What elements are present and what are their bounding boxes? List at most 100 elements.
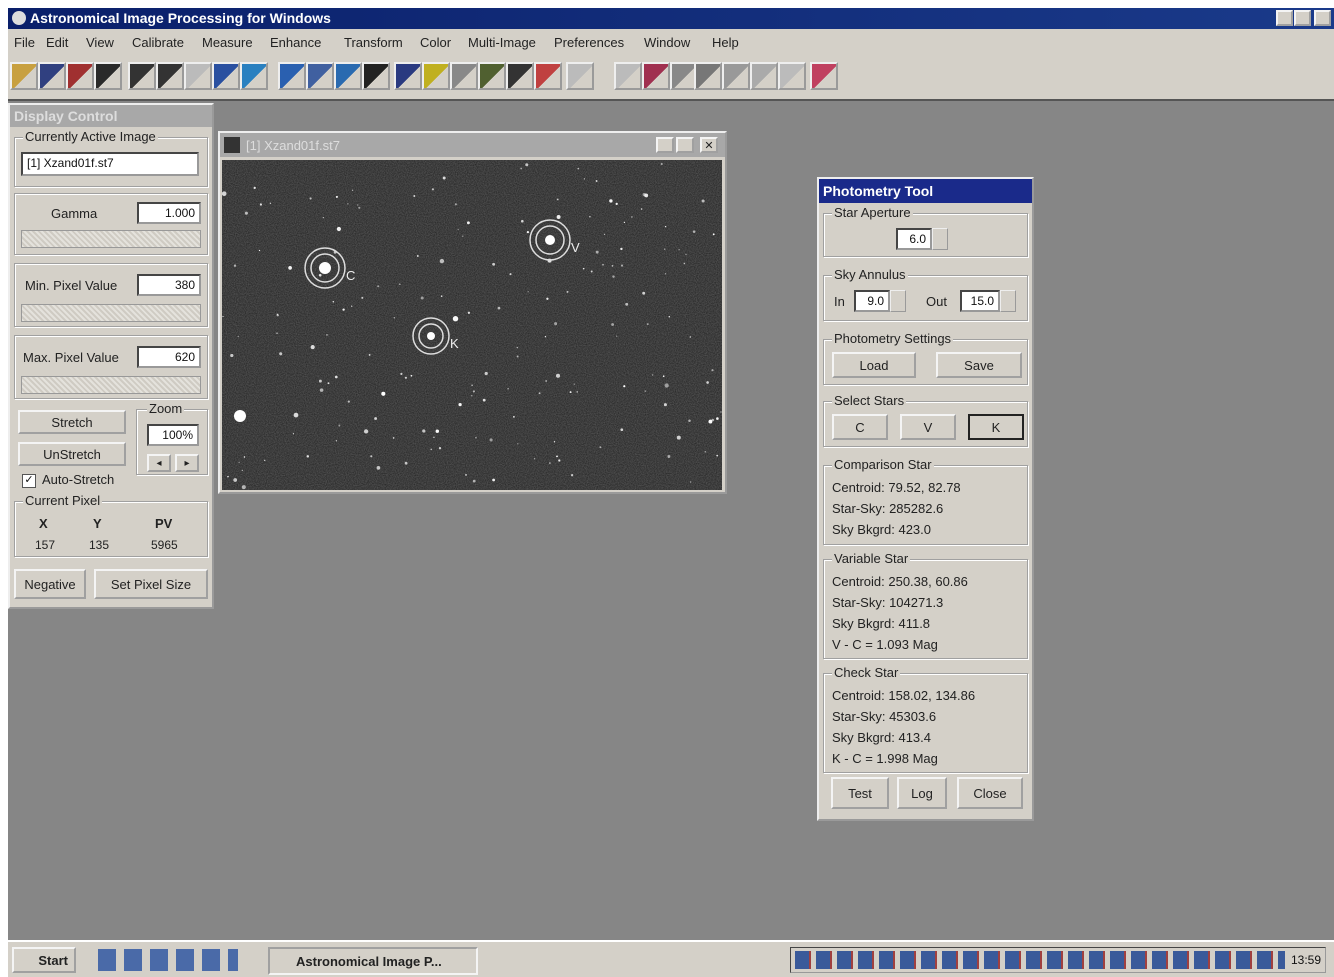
menu-item[interactable]: Preferences [554, 35, 624, 50]
toolbar-button[interactable] [38, 62, 66, 90]
toolbar-button[interactable] [422, 62, 450, 90]
toolbar-button[interactable] [362, 62, 390, 90]
save-button[interactable]: Save [936, 352, 1022, 378]
star [490, 438, 493, 441]
maximize-button[interactable] [676, 137, 694, 153]
star [527, 231, 529, 233]
auto-stretch-checkbox[interactable]: ✓ [22, 474, 36, 488]
zoom-field[interactable]: 100% [147, 424, 199, 446]
star [498, 307, 501, 310]
minimize-button[interactable] [656, 137, 674, 153]
tray-icons[interactable] [795, 951, 1285, 969]
toolbar-button[interactable] [334, 62, 362, 90]
toolbar-button[interactable] [128, 62, 156, 90]
toolbar-button[interactable] [212, 62, 240, 90]
toolbar-button[interactable] [66, 62, 94, 90]
menu-item[interactable]: Color [420, 35, 451, 50]
image-select[interactable]: [1] Xzand01f.st7 [21, 152, 199, 176]
star [335, 376, 338, 379]
system-tray: 13:59 [790, 947, 1326, 973]
menu-item[interactable]: Transform [344, 35, 403, 50]
menu-item[interactable]: Multi-Image [468, 35, 536, 50]
star [620, 428, 623, 431]
toolbar-button[interactable] [566, 62, 594, 90]
star [351, 306, 352, 307]
toolbar-button[interactable] [394, 62, 422, 90]
toolbar-button[interactable] [506, 62, 534, 90]
select-button[interactable]: C [832, 414, 888, 440]
select-button[interactable]: K [968, 414, 1024, 440]
toolbar-button[interactable] [810, 62, 838, 90]
spinner[interactable] [890, 290, 906, 312]
quick-launch[interactable] [98, 949, 238, 971]
zoom-in[interactable]: ▸ [175, 454, 199, 472]
toolbar-button[interactable] [94, 62, 122, 90]
toolbar-button[interactable] [722, 62, 750, 90]
star [394, 317, 395, 318]
menu-item[interactable]: Enhance [270, 35, 321, 50]
toolbar-button[interactable] [694, 62, 722, 90]
star [528, 291, 529, 292]
stretch-button[interactable]: Stretch [18, 410, 126, 434]
toolbar-button[interactable] [156, 62, 184, 90]
toolbar-button[interactable] [306, 62, 334, 90]
toolbar-button[interactable] [534, 62, 562, 90]
star [453, 316, 458, 321]
maximize-button[interactable] [1294, 10, 1311, 26]
zoom-out[interactable]: ◂ [147, 454, 171, 472]
task-button[interactable]: Astronomical Image P... [268, 947, 478, 975]
variable-group: Variable Star Centroid: 250.38, 60.86Sta… [823, 559, 1028, 659]
menu-item[interactable]: Measure [202, 35, 253, 50]
star [244, 456, 245, 457]
min-label: Min. Pixel Value [25, 278, 117, 293]
star [616, 203, 618, 205]
star [323, 217, 324, 218]
menu-item[interactable]: View [86, 35, 114, 50]
toolbar-button[interactable] [478, 62, 506, 90]
close-button[interactable]: ✕ [700, 137, 718, 153]
image-icon [224, 137, 240, 153]
star [458, 403, 461, 406]
close-button[interactable]: Close [957, 777, 1023, 809]
in-field[interactable]: 9.0 [854, 290, 890, 312]
toolbar-button[interactable] [642, 62, 670, 90]
toolbar-button[interactable] [778, 62, 806, 90]
toolbar-button[interactable] [750, 62, 778, 90]
max-field[interactable]: 620 [137, 346, 201, 368]
min-slider[interactable] [21, 304, 201, 322]
minimize-button[interactable] [1276, 10, 1293, 26]
menu-item[interactable]: Window [644, 35, 690, 50]
toolbar-button[interactable] [450, 62, 478, 90]
toolbar-button[interactable] [184, 62, 212, 90]
star [455, 203, 457, 205]
image-window: [1] Xzand01f.st7 ✕ C V K [218, 131, 727, 494]
star [716, 455, 718, 457]
start-button[interactable]: Start [12, 947, 76, 973]
spinner[interactable] [932, 228, 948, 250]
toolbar-button[interactable] [614, 62, 642, 90]
toolbar-button[interactable] [278, 62, 306, 90]
out-field[interactable]: 15.0 [960, 290, 1000, 312]
toolbar-button[interactable] [240, 62, 268, 90]
menu-item[interactable]: Help [712, 35, 739, 50]
select-button[interactable]: V [900, 414, 956, 440]
toolbar-button[interactable] [10, 62, 38, 90]
spinner[interactable] [1000, 290, 1016, 312]
menu-item[interactable]: Edit [46, 35, 68, 50]
gamma-field[interactable]: 1.000 [137, 202, 201, 224]
menu-item[interactable]: File [14, 35, 35, 50]
menu-item[interactable]: Calibrate [132, 35, 184, 50]
negative-button[interactable]: Negative [14, 569, 86, 599]
gamma-slider[interactable] [21, 230, 201, 248]
star [602, 264, 604, 266]
load-button[interactable]: Load [832, 352, 916, 378]
test-button[interactable]: Test [831, 777, 889, 809]
close-button[interactable] [1314, 10, 1331, 26]
star [473, 480, 476, 483]
unstretch-button[interactable]: UnStretch [18, 442, 126, 466]
log-button[interactable]: Log [897, 777, 947, 809]
max-slider[interactable] [21, 376, 201, 394]
set-pixel-size-button[interactable]: Set Pixel Size [94, 569, 208, 599]
min-field[interactable]: 380 [137, 274, 201, 296]
aperture-field[interactable]: 6.0 [896, 228, 932, 250]
